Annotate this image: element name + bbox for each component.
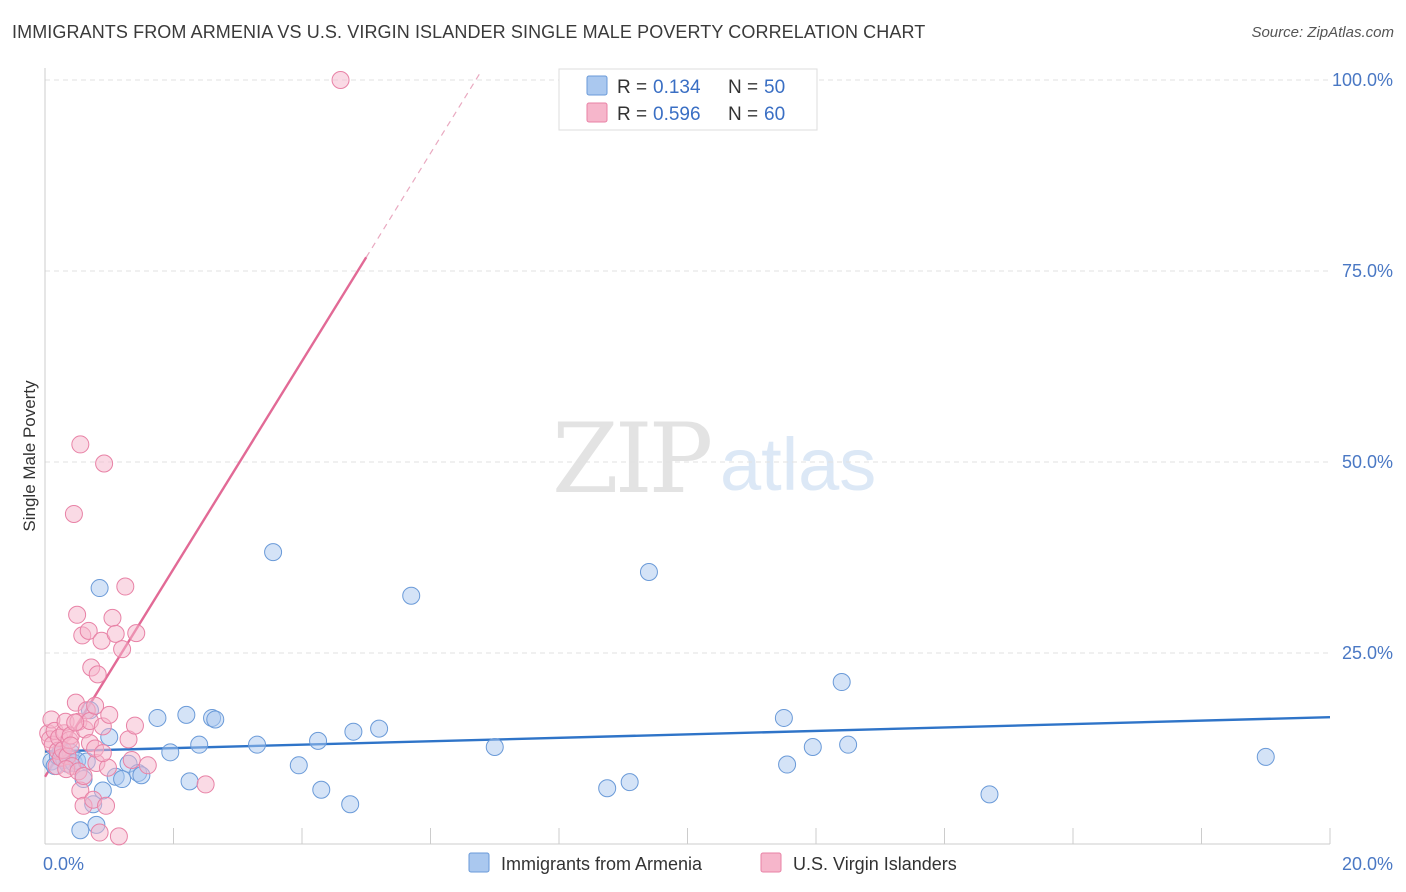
legend-n-label-1: N = [728,77,758,98]
source-credit: Source: ZipAtlas.com [1251,24,1394,41]
armenia-point-46 [832,673,851,692]
series-legend-label-armenia: Immigrants from Armenia [501,854,703,874]
legend-swatch-blue [586,75,608,96]
armenia-point-48 [980,785,999,804]
legend-swatch-pink [586,102,608,123]
virgin-islander-point-33 [90,823,109,842]
x-tick-labels: 0.0% 20.0% [43,854,1393,874]
watermark: ZIP atlas [552,403,876,515]
armenia-point-45 [803,737,822,756]
virgin-islander-point-40 [103,608,122,627]
armenia-point-31 [264,543,283,562]
armenia-point-23 [148,708,167,727]
y-tick-label-2: 75.0% [1342,261,1393,281]
y-tick-label-0: 25.0% [1342,643,1393,663]
armenia-point-29 [206,710,225,729]
armenia-point-25 [177,705,196,724]
armenia-point-43 [774,708,793,727]
armenia-point-33 [309,731,328,750]
virgin-islander-point-16 [64,504,83,523]
x-tick-label-0: 0.0% [43,854,84,874]
armenia-point-42 [639,563,658,582]
virgin-islander-trend-line [43,256,368,778]
x-tick-label-1: 20.0% [1342,854,1393,874]
virgin-islander-point-41 [106,624,125,643]
virgin-islander-point-49 [138,756,157,775]
virgin-islander-point-39 [100,705,119,724]
series-legend-swatch-virgin-islanders [760,852,782,873]
virgin-islander-point-43 [113,640,132,659]
virgin-islander-point-46 [122,750,141,769]
virgin-islander-point-44 [116,577,135,596]
legend-n-value-2: 60 [764,104,785,125]
y-axis-label: Single Male Poverty [20,380,39,532]
virgin-islander-point-50 [196,775,215,794]
armenia-trend-line [44,715,1331,753]
armenia-point-24 [161,743,180,762]
series-legend-label-virgin-islanders: U.S. Virgin Islanders [793,854,957,874]
y-tick-label-3: 100.0% [1332,70,1393,90]
armenia-point-38 [402,586,421,605]
armenia-point-9 [71,821,90,840]
armenia-point-37 [370,719,389,738]
armenia-point-26 [180,772,199,791]
y-tick-label-1: 50.0% [1342,452,1393,472]
armenia-point-19 [113,770,132,789]
virgin-islander-point-59 [93,744,112,763]
virgin-islander-point-53 [61,736,80,755]
virgin-islander-point-54 [66,713,85,732]
legend-r-label-1: R = [617,77,647,98]
series-legend: Immigrants from Armenia U.S. Virgin Isla… [468,852,957,874]
armenia-point-27 [190,735,209,754]
armenia-point-30 [248,735,267,754]
y-tick-labels: 25.0% 50.0% 75.0% 100.0% [1332,70,1393,663]
virgin-islander-trend-line-extension [365,69,483,258]
virgin-islander-point-30 [86,696,105,715]
armenia-point-49 [1256,747,1275,766]
legend-r-label-2: R = [617,104,647,125]
armenia-point-47 [839,735,858,754]
armenia-point-39 [485,737,504,756]
armenia-point-41 [620,773,639,792]
virgin-islander-point-20 [71,435,90,454]
armenia-point-15 [90,579,109,598]
armenia-point-40 [598,779,617,798]
watermark-atlas: atlas [720,423,876,506]
legend-r-value-2: 0.596 [653,104,701,125]
virgin-islander-point-56 [74,767,93,786]
chart-title: IMMIGRANTS FROM ARMENIA VS U.S. VIRGIN I… [12,22,926,42]
virgin-islander-point-36 [95,454,114,473]
virgin-islander-point-42 [109,827,128,846]
virgin-islander-point-37 [97,796,116,815]
correlation-legend: R = 0.134 N = 50 R = 0.596 N = 60 [558,68,818,131]
armenia-point-35 [341,795,360,814]
virgin-islander-point-51 [331,71,350,89]
legend-n-value-1: 50 [764,77,785,98]
armenia-point-34 [312,780,331,799]
gridlines [45,79,1330,654]
armenia-point-32 [289,756,308,775]
virgin-islander-point-26 [79,621,98,640]
virgin-islander-point-18 [68,605,87,624]
legend-n-label-2: N = [728,104,758,125]
virgin-islander-point-48 [127,624,146,643]
virgin-islander-point-47 [125,716,144,735]
virgin-islander-point-32 [88,665,107,684]
watermark-zip: ZIP [552,403,711,515]
armenia-point-36 [344,722,363,741]
legend-r-value-1: 0.134 [653,77,701,98]
data-points [39,71,1275,846]
series-legend-swatch-armenia [468,852,490,873]
armenia-point-44 [778,755,797,774]
